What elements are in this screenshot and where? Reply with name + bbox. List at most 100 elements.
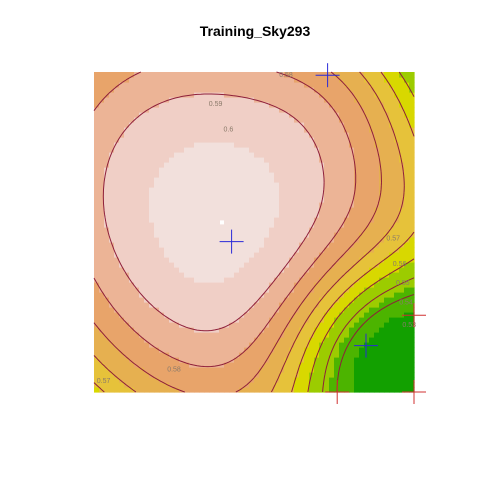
heat-cell [264,367,270,373]
heat-cell [179,117,185,123]
heat-cell [239,272,245,278]
heat-cell [284,347,290,353]
heat-cell [184,122,190,128]
heat-cell [344,282,350,288]
heat-cell [364,162,370,168]
heat-cell [119,337,125,343]
heat-cell [249,122,255,128]
heat-cell [184,77,190,83]
heat-cell [99,322,105,328]
heat-cell [359,152,365,158]
heat-cell [179,222,185,228]
heat-cell [374,162,380,168]
heat-cell [174,282,180,288]
heat-cell [109,362,115,368]
heat-cell [254,342,260,348]
heat-cell [304,197,310,203]
heat-cell [184,367,190,373]
chart-title: Training_Sky293 [200,23,311,39]
heat-cell [334,82,340,88]
heat-cell [224,332,230,338]
heat-cell [169,177,175,183]
heat-cell [294,122,300,128]
heat-cell [399,222,405,228]
heat-cell [189,377,195,383]
heat-cell [364,157,370,163]
heat-cell [204,77,210,83]
heat-cell [244,132,250,138]
heat-cell [104,357,110,363]
heat-cell [224,177,230,183]
heat-cell [169,332,175,338]
heat-cell [139,182,145,188]
heat-cell [294,207,300,213]
heat-cell [269,152,275,158]
heat-cell [204,92,210,98]
heat-cell [329,87,335,93]
heat-cell [174,272,180,278]
heat-cell [169,342,175,348]
heat-cell [144,237,150,243]
heat-cell [234,292,240,298]
heat-cell [289,232,295,238]
heat-cell [139,237,145,243]
heat-cell [139,267,145,273]
heat-cell [389,357,395,363]
heat-cell [184,137,190,143]
heat-cell [354,352,360,358]
heat-cell [299,342,305,348]
heat-cell [194,152,200,158]
heat-cell [259,382,265,388]
heat-cell [409,367,415,373]
heat-cell [309,257,315,263]
heat-cell [374,372,380,378]
heat-cell [164,277,170,283]
heat-cell [124,187,130,193]
heat-cell [324,197,330,203]
heat-cell [189,347,195,353]
heat-cell [184,237,190,243]
heat-cell [239,132,245,138]
heat-cell [369,157,375,163]
heat-cell [364,177,370,183]
heat-cell [144,197,150,203]
heat-cell [104,322,110,328]
heat-cell [264,347,270,353]
heat-cell [104,267,110,273]
heat-cell [269,117,275,123]
heat-cell [394,227,400,233]
heat-cell [389,377,395,383]
heatmap-field [94,72,415,393]
heat-cell [199,207,205,213]
heat-cell [394,197,400,203]
heat-cell [184,282,190,288]
heat-cell [129,232,135,238]
heat-cell [334,197,340,203]
heat-cell [224,262,230,268]
heat-cell [159,72,165,78]
heat-cell [224,192,230,198]
heat-cell [144,82,150,88]
heat-cell [234,362,240,368]
heat-cell [259,247,265,253]
heat-cell [209,217,215,223]
heat-cell [384,147,390,153]
heat-cell [344,202,350,208]
heat-cell [224,157,230,163]
heat-cell [174,72,180,78]
heat-cell [389,247,395,253]
heat-cell [104,312,110,318]
heat-cell [179,97,185,103]
heat-cell [229,282,235,288]
heat-cell [144,227,150,233]
heat-cell [219,172,225,178]
heat-cell [159,152,165,158]
heat-cell [344,187,350,193]
heat-cell [289,282,295,288]
heat-cell [269,137,275,143]
heat-cell [294,147,300,153]
heat-cell [329,137,335,143]
heat-cell [209,117,215,123]
heat-cell [244,292,250,298]
heat-cell [144,222,150,228]
